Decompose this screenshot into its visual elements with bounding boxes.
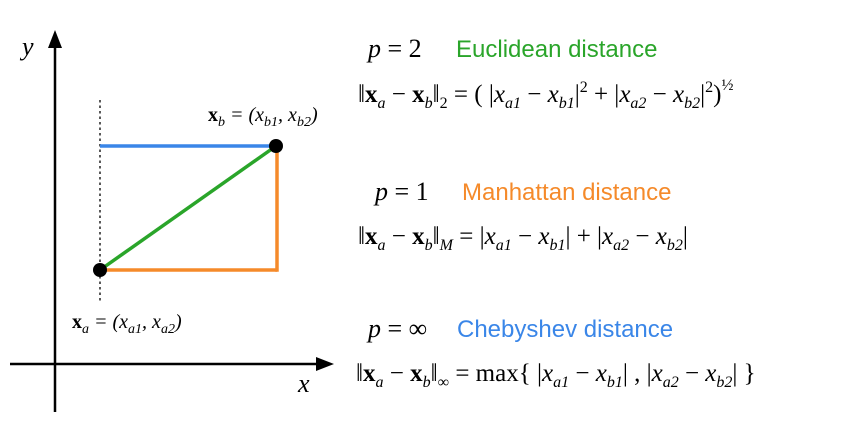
- point-b-label: xb = (xb1, xb2): [208, 104, 318, 130]
- x-axis-arrowhead: [316, 357, 334, 371]
- euclidean-p-value: p = 2: [366, 34, 422, 63]
- point-a-label: xa = (xa1, xa2): [72, 311, 182, 337]
- euclidean-label: Euclidean distance: [456, 36, 657, 63]
- point-b: [269, 139, 283, 153]
- chebyshev-formula: ‖xa − xb‖∞ = max{ |xa1 − xb1| , |xa2 − x…: [356, 360, 756, 391]
- y-axis-arrowhead: [48, 30, 62, 48]
- distance-geometry: [93, 100, 283, 302]
- euclidean-formula: ‖xa − xb‖2 = ( |xa1 − xb1|2 + |xa2 − xb2…: [358, 77, 733, 112]
- point-a: [93, 263, 107, 277]
- manhattan-label: Manhattan distance: [462, 179, 671, 206]
- y-axis-label: y: [19, 32, 34, 61]
- manhattan-p-value: p = 1: [373, 177, 429, 206]
- manhattan-formula: ‖xa − xb‖M = |xa1 − xb1| + |xa2 − xb2|: [358, 223, 688, 254]
- x-axis-label: x: [297, 369, 310, 398]
- chebyshev-label: Chebyshev distance: [457, 316, 673, 343]
- axes: y x: [10, 30, 334, 412]
- chebyshev-p-value: p = ∞: [366, 314, 427, 343]
- euclidean-line: [98, 144, 278, 272]
